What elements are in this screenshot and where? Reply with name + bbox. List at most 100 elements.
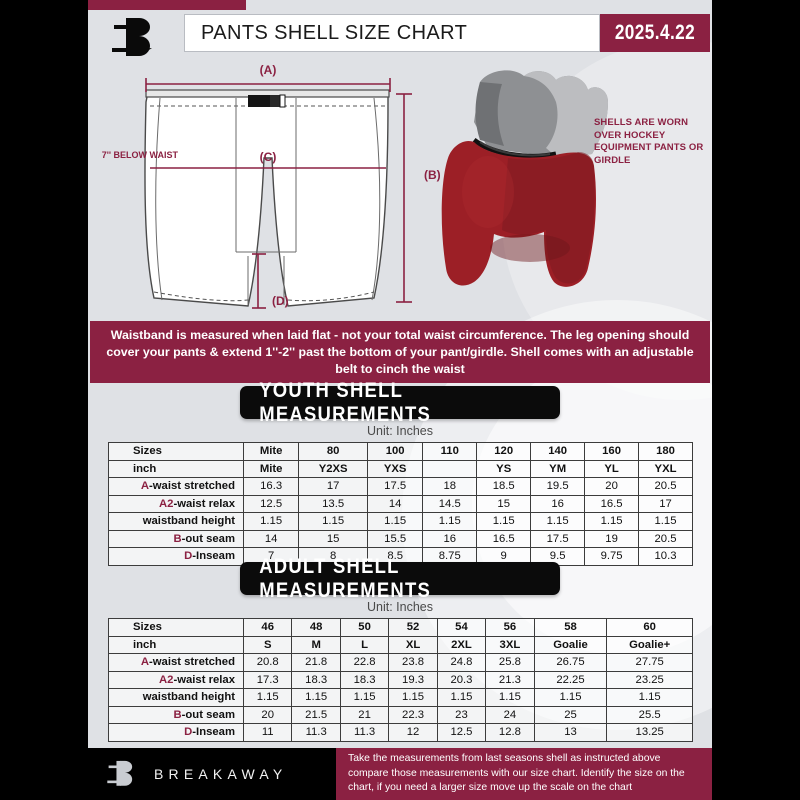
table-cell: 1.15	[436, 688, 487, 707]
table-cell: 17	[298, 477, 369, 496]
product-photo	[441, 70, 608, 287]
table-row-sizes: Sizes 46 48 50 52 54 56 58 60	[108, 618, 693, 637]
table-cell: YS	[476, 459, 532, 478]
table-cell: 9.75	[584, 547, 640, 566]
row-header: Sizes	[108, 618, 244, 637]
table-cell: 21.5	[291, 705, 341, 724]
table-cell: 22.8	[339, 653, 390, 672]
table-row: B-out seam 14 15 15.5 16 16.5 17.5 19 20.5	[108, 529, 693, 548]
note-shells-worn-over: SHELLS ARE WORN OVER HOCKEY EQUIPMENT PA…	[594, 117, 704, 166]
adult-section-title: ADULT SHELL MEASUREMENTS	[240, 555, 560, 602]
adult-size-table: Sizes 46 48 50 52 54 56 58 60 inch S M L XL 2XL 3XL Goal…	[108, 618, 693, 742]
table-cell: 19.3	[388, 670, 438, 689]
table-cell: YXS	[367, 459, 424, 478]
page-title: PANTS SHELL SIZE CHART	[201, 21, 468, 44]
table-cell: 8.75	[422, 547, 478, 566]
footer-instruction-note: Take the measurements from last seasons …	[336, 748, 712, 800]
footer-brand-block: BREAKAWAY	[88, 748, 336, 800]
table-cell: 25	[533, 705, 608, 724]
table-cell: YXL	[638, 459, 693, 478]
table-cell: 58	[533, 618, 608, 637]
row-header: inch	[108, 459, 244, 478]
table-cell: Goalie	[533, 635, 608, 654]
table-cell: 24	[485, 705, 535, 724]
table-cell: 1.15	[638, 512, 693, 531]
table-cell: 15.5	[367, 529, 424, 548]
table-cell: 23.8	[388, 653, 438, 672]
table-cell: 8	[298, 547, 369, 566]
table-cell: 140	[530, 442, 586, 461]
table-cell: 26.75	[533, 653, 608, 672]
table-cell: 1.15	[367, 512, 424, 531]
table-row: D-Inseam 11 11.3 11.3 12 12.5 12.8 13 13.25	[108, 723, 693, 742]
table-cell: S	[242, 635, 293, 654]
table-row: A2-waist relax 17.3 18.3 18.3 19.3 20.3 21.3 22…	[108, 670, 693, 689]
dimension-label-b: (B)	[424, 168, 441, 182]
table-cell: 1.15	[584, 512, 640, 531]
table-cell: 23.25	[606, 670, 693, 689]
row-header: B-out seam	[108, 705, 244, 724]
breakaway-b-logo-icon-footer	[106, 757, 140, 791]
note-below-waist: 7'' BELOW WAIST	[101, 150, 178, 160]
table-cell: 1.15	[530, 512, 586, 531]
date-badge: 2025.4.22	[600, 14, 710, 52]
table-row: B-out seam 20 21.5 21 22.3 23 24 25 25.5	[108, 705, 693, 724]
date-text: 2025.4.22	[614, 21, 696, 44]
table-cell: 48	[291, 618, 341, 637]
table-cell: 20	[242, 705, 293, 724]
table-row: waistband height 1.15 1.15 1.15 1.15 1.15 1.15…	[108, 512, 693, 531]
table-row-inch: inch Mite Y2XS YXS YS YM YL YXL	[108, 459, 693, 478]
breakaway-b-logo-icon	[110, 12, 162, 64]
table-cell: 1.15	[606, 688, 693, 707]
table-cell: 23	[436, 705, 487, 724]
table-row: D-Inseam 7 8 8.5 8.75 9 9.5 9.75 10.3	[108, 547, 693, 566]
table-cell: XL	[388, 635, 438, 654]
table-cell: 14	[367, 494, 424, 513]
table-cell: 15	[298, 529, 369, 548]
table-cell: 16	[422, 529, 478, 548]
table-cell: 13.25	[606, 723, 693, 742]
table-cell: 22.25	[533, 670, 608, 689]
table-cell: 21.8	[291, 653, 341, 672]
dimension-label-c: (C)	[260, 150, 277, 164]
table-cell: 27.75	[606, 653, 693, 672]
table-cell: 1.15	[533, 688, 608, 707]
row-header: D-Inseam	[108, 723, 244, 742]
dimension-label-a: (A)	[260, 63, 277, 77]
youth-unit-label: Unit: Inches	[366, 424, 433, 438]
table-cell: 20	[584, 477, 640, 496]
table-cell: 80	[298, 442, 369, 461]
table-cell: 1.15	[242, 688, 293, 707]
table-cell: 16.3	[242, 477, 300, 496]
table-cell: 54	[436, 618, 487, 637]
table-cell: 18.3	[339, 670, 390, 689]
table-cell: YM	[530, 459, 586, 478]
youth-size-table: Sizes Mite 80 100 110 120 140 160 180 inch Mite Y2X…	[108, 442, 693, 566]
row-header: A2-waist relax	[108, 494, 244, 513]
footer-brand-name: BREAKAWAY	[154, 766, 288, 782]
table-cell: 110	[422, 442, 478, 461]
table-cell: 120	[476, 442, 532, 461]
table-row: A-waist stretched 16.3 17 17.5 18 18.5 19.5 20 2…	[108, 477, 693, 496]
table-cell: 2XL	[436, 635, 487, 654]
table-cell: Y2XS	[298, 459, 369, 478]
table-cell: 1.15	[298, 512, 369, 531]
table-cell: Mite	[242, 459, 300, 478]
illustration-area: (A) (C) (B) (D)	[88, 62, 712, 318]
pants-technical-drawing: (A) (C) (B) (D)	[144, 63, 608, 309]
page-header: PANTS SHELL SIZE CHART 2025.4.22	[88, 10, 712, 62]
top-accent-strip	[88, 0, 246, 10]
table-cell: 18	[422, 477, 478, 496]
table-row: waistband height 1.15 1.15 1.15 1.15 1.15 1.15…	[108, 688, 693, 707]
table-cell: YL	[584, 459, 640, 478]
table-cell: 16	[530, 494, 586, 513]
row-header: A2-waist relax	[108, 670, 244, 689]
row-header: A-waist stretched	[108, 653, 244, 672]
table-cell: 1.15	[485, 688, 535, 707]
table-cell: 14.5	[422, 494, 478, 513]
table-cell: Mite	[242, 442, 300, 461]
row-header: B-out seam	[108, 529, 244, 548]
table-row-inch: inch S M L XL 2XL 3XL Goalie Goalie+	[108, 635, 693, 654]
youth-section-title: YOUTH SHELL MEASUREMENTS	[240, 379, 560, 426]
